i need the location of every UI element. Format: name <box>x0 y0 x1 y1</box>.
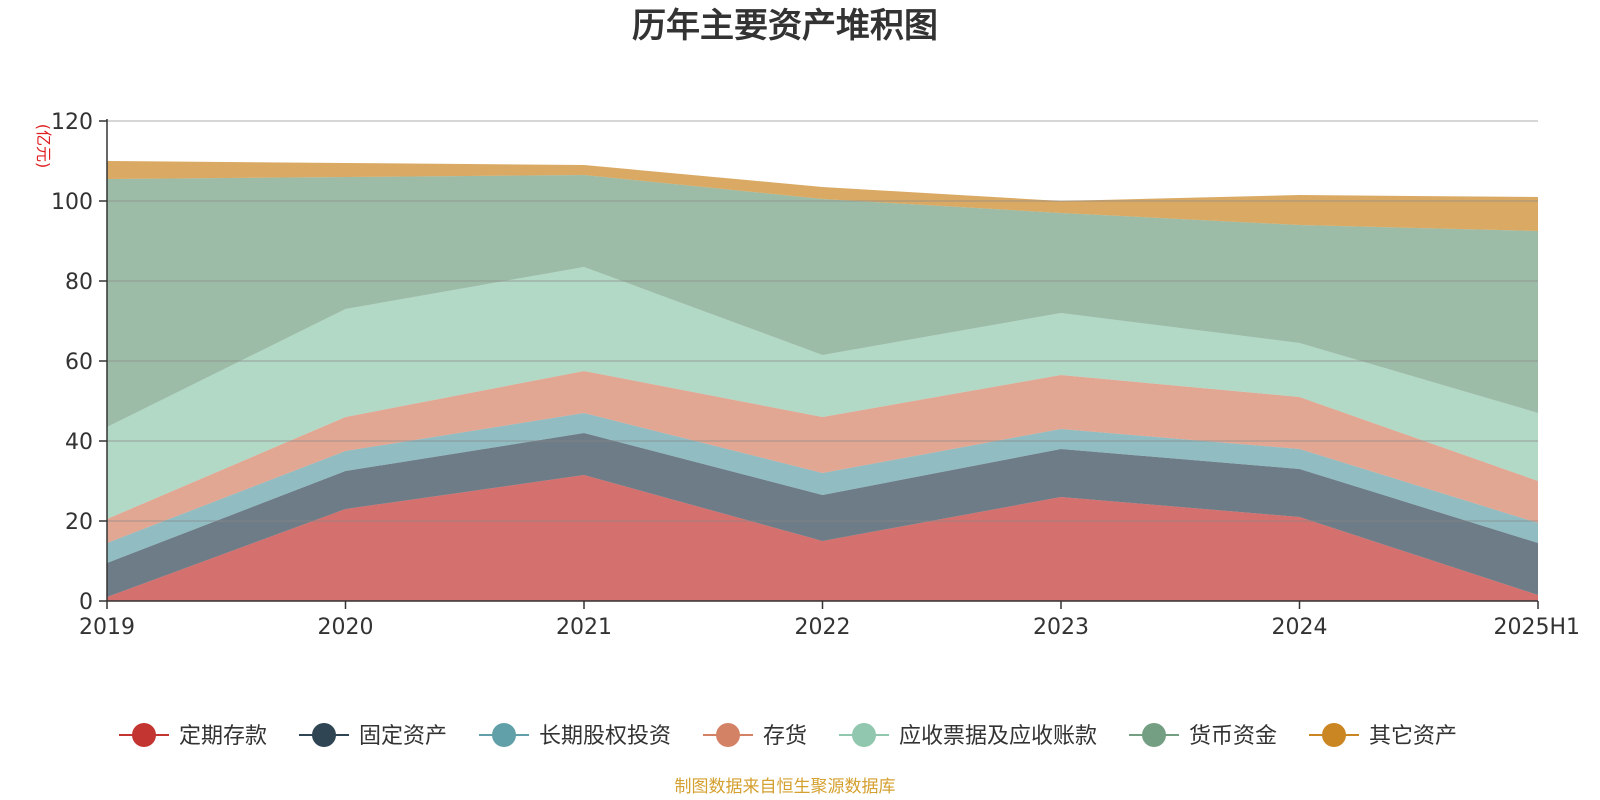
x-tick-label-1: 2020 <box>318 615 374 640</box>
y-axis-unit: (亿元) <box>34 124 53 169</box>
legend-item-4: 应收票据及应收账款 <box>839 723 1097 749</box>
legend-item-6: 其它资产 <box>1309 723 1457 749</box>
area-series-3 <box>107 371 1538 543</box>
x-tick-label-2: 2021 <box>556 615 612 640</box>
legend-label-1: 固定资产 <box>359 724 447 749</box>
chart-title: 历年主要资产堆积图 <box>632 6 938 46</box>
area-series-2 <box>107 413 1538 563</box>
legend-marker-2 <box>492 723 516 747</box>
data-source-note: 制图数据来自恒生聚源数据库 <box>675 777 896 797</box>
x-tick-label-0: 2019 <box>79 615 135 640</box>
legend-marker-3 <box>716 723 740 747</box>
x-tick-label-5: 2024 <box>1272 615 1328 640</box>
y-tick-label-2: 40 <box>65 430 93 455</box>
y-tick-label-1: 20 <box>65 510 93 535</box>
legend-label-0: 定期存款 <box>179 724 267 749</box>
x-tick-label-4: 2023 <box>1033 615 1089 640</box>
legend-item-3: 存货 <box>703 723 807 749</box>
legend-marker-5 <box>1142 723 1166 747</box>
y-tick-label-4: 80 <box>65 270 93 295</box>
area-series-1 <box>107 433 1538 597</box>
legend-marker-1 <box>312 723 336 747</box>
x-tick-label-3: 2022 <box>795 615 851 640</box>
y-tick-label-0: 0 <box>79 590 93 615</box>
legend-item-0: 定期存款 <box>119 723 267 749</box>
legend-label-2: 长期股权投资 <box>539 724 671 749</box>
legend-marker-0 <box>132 723 156 747</box>
legend-item-2: 长期股权投资 <box>479 723 671 749</box>
area-series-6 <box>107 161 1538 231</box>
area-series-5 <box>107 175 1538 427</box>
legend-label-3: 存货 <box>763 724 807 749</box>
y-tick-label-5: 100 <box>51 190 93 215</box>
area-series-0 <box>107 475 1538 601</box>
legend-item-5: 货币资金 <box>1129 723 1277 749</box>
legend-label-6: 其它资产 <box>1369 724 1457 749</box>
legend-label-5: 货币资金 <box>1189 724 1277 749</box>
y-tick-label-3: 60 <box>65 350 93 375</box>
legend-marker-6 <box>1322 723 1346 747</box>
legend-marker-4 <box>852 723 876 747</box>
y-tick-label-6: 120 <box>51 110 93 135</box>
axis-layer: 0 20 40 60 80 100 120 2019 2020 2021 2022 2023 2024 2… <box>51 110 1580 640</box>
legend-label-4: 应收票据及应收账款 <box>899 724 1097 749</box>
legend-item-1: 固定资产 <box>299 723 447 749</box>
x-tick-label-6: 2025H1 <box>1493 615 1580 640</box>
grid-layer <box>107 120 1538 522</box>
area-layer <box>107 161 1538 601</box>
legend: 定期存款 固定资产 长期股权投资 存货 应收票据及应收账款 货币资金 其它资产 <box>119 723 1457 749</box>
area-series-4 <box>107 267 1538 519</box>
